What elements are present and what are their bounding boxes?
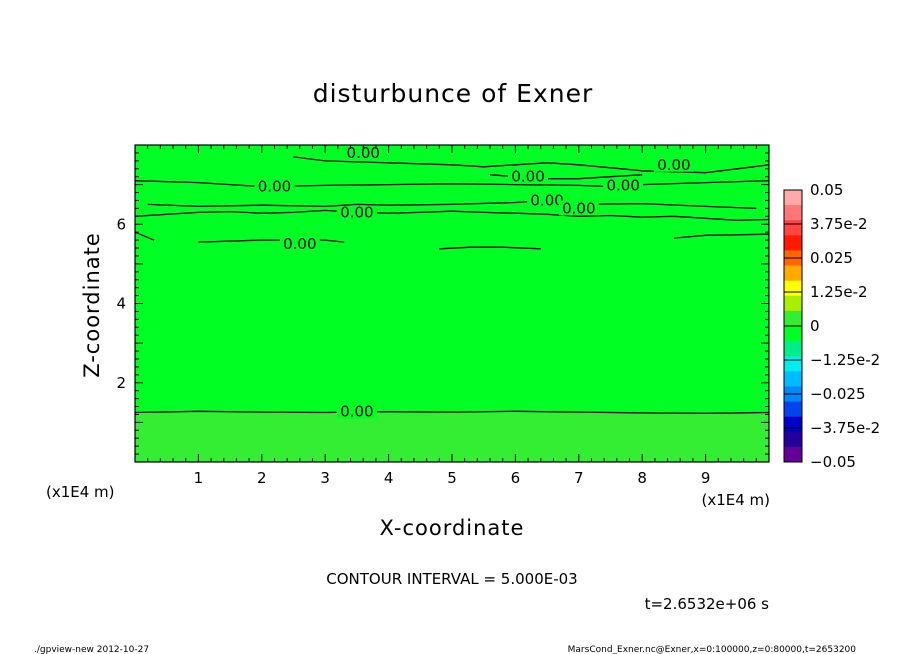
footer-right-note: MarsCond_Exner.nc@Exner,x=0:100000,z=0:8… — [568, 645, 857, 654]
contour-label: 0.00 — [340, 203, 373, 221]
colorbar-swatch — [784, 446, 802, 463]
x-tick-label: 5 — [447, 469, 457, 487]
x-tick-label: 2 — [257, 469, 267, 487]
colorbar-swatch — [784, 356, 802, 372]
x-axis-unit: (x1E4 m) — [701, 491, 770, 509]
contour-label-bg — [558, 200, 599, 216]
colorbar-swatch — [784, 326, 802, 342]
contour-label: 0.00 — [511, 168, 544, 186]
contour-label: 0.00 — [340, 403, 373, 421]
y-tick-label: 6 — [116, 215, 126, 233]
colorbar-swatch — [784, 295, 802, 312]
contour-line — [439, 246, 541, 250]
colorbar-swatch — [784, 265, 802, 282]
contour-label-bg — [254, 178, 295, 194]
contour-label-bg — [527, 192, 568, 208]
contour-label: 0.00 — [657, 156, 690, 174]
contour-label-bg — [336, 204, 377, 220]
contour-label-bg — [336, 403, 377, 419]
contour-interval-text: CONTOUR INTERVAL = 5.000E-03 — [326, 570, 577, 588]
colorbar-swatch — [784, 190, 802, 206]
contour-line — [134, 209, 770, 221]
contour-line — [134, 231, 155, 241]
contour-line — [134, 410, 770, 414]
x-tick-label: 9 — [701, 469, 711, 487]
colorbar-swatch — [784, 220, 802, 236]
contour-label: 0.00 — [283, 235, 316, 253]
x-tick-label: 3 — [320, 469, 330, 487]
colorbar-label: 1.25e-2 — [810, 283, 868, 301]
contour-label: 0.00 — [530, 191, 563, 209]
contour-label: 0.00 — [347, 144, 380, 162]
contour-label-bg — [603, 177, 644, 193]
plot-area: 0.000.000.000.000.00 0.000.000.000.000.00… — [116, 144, 770, 487]
y-tick-label: 2 — [116, 374, 126, 392]
colorbar-swatch — [784, 371, 802, 387]
colorbar-swatch — [784, 431, 802, 448]
x-tick-label: 1 — [194, 469, 204, 487]
x-tick-label: 4 — [384, 469, 394, 487]
colorbar-label: 0.025 — [810, 249, 853, 267]
y-tick-label: 4 — [116, 295, 126, 313]
contour-line — [147, 199, 757, 210]
colorbar-label: 3.75e-2 — [810, 215, 868, 233]
colorbar-label: −3.75e-2 — [810, 419, 880, 437]
colorbar-label: −0.025 — [810, 385, 866, 403]
contour-label: 0.00 — [606, 176, 639, 194]
contour-label: 0.00 — [562, 199, 595, 217]
y-axis-title: Z-coordinate — [80, 232, 104, 378]
contour-label-bg — [343, 144, 384, 160]
colorbar-swatch — [784, 341, 802, 357]
contour-line — [673, 233, 770, 239]
chart-title: disturbunce of Exner — [313, 79, 594, 108]
field-band — [135, 412, 769, 462]
contour-label: 0.00 — [258, 178, 291, 196]
footer-left-note: ./gpview-new 2012-10-27 — [34, 645, 149, 654]
field-band — [135, 145, 769, 413]
colorbar-label: 0 — [810, 317, 820, 335]
colorbar: 0.05 3.75e-2 0.025 1.25e-2 0 −1.25e-2 −0.025 −3… — [783, 181, 880, 471]
x-tick-label: 6 — [511, 469, 521, 487]
colorbar-swatch — [784, 235, 802, 251]
colorbar-label: −0.05 — [810, 453, 856, 471]
colorbar-swatch — [784, 401, 802, 418]
contour-label-bg — [279, 236, 320, 252]
colorbar-swatch — [784, 280, 802, 297]
x-tick-label: 8 — [637, 469, 647, 487]
x-axis-title: X-coordinate — [380, 516, 525, 540]
contour-line — [293, 156, 770, 174]
contour-label-bg — [653, 156, 694, 172]
x-tick-label: 7 — [574, 469, 584, 487]
colorbar-label: −1.25e-2 — [810, 351, 880, 369]
colorbar-label: 0.05 — [810, 181, 843, 199]
colorbar-swatch — [784, 205, 802, 221]
colorbar-swatch — [784, 310, 802, 327]
colorbar-swatch — [784, 416, 802, 433]
y-axis-unit: (x1E4 m) — [46, 483, 115, 501]
contour-label-bg — [508, 168, 549, 184]
time-text: t=2.6532e+06 s — [645, 595, 770, 613]
